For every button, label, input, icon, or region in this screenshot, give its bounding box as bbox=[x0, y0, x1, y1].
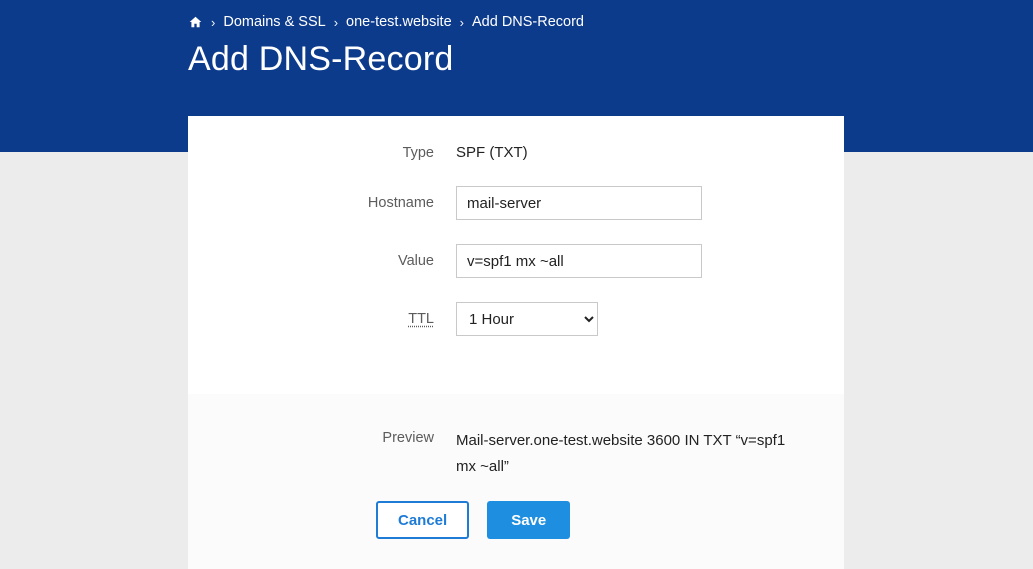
chevron-right-icon: › bbox=[211, 15, 215, 30]
value-input[interactable] bbox=[456, 244, 702, 278]
form-area: Type SPF (TXT) Hostname Value TTL 1 Hour bbox=[188, 116, 844, 336]
chevron-right-icon: › bbox=[460, 15, 464, 30]
row-preview: Preview Mail-server.one-test.website 360… bbox=[188, 428, 844, 479]
breadcrumb-domain-name[interactable]: one-test.website bbox=[346, 14, 452, 30]
breadcrumb-domains-ssl[interactable]: Domains & SSL bbox=[223, 14, 325, 30]
label-type: Type bbox=[188, 145, 456, 161]
button-row: Cancel Save bbox=[188, 501, 844, 539]
cancel-button[interactable]: Cancel bbox=[376, 501, 469, 539]
page-title: Add DNS-Record bbox=[188, 40, 1033, 79]
chevron-right-icon: › bbox=[334, 15, 338, 30]
home-icon[interactable] bbox=[188, 15, 203, 29]
form-card: Type SPF (TXT) Hostname Value TTL 1 Hour bbox=[188, 116, 844, 569]
label-value: Value bbox=[188, 253, 456, 269]
hostname-input[interactable] bbox=[456, 186, 702, 220]
row-value: Value bbox=[188, 244, 844, 278]
preview-section: Preview Mail-server.one-test.website 360… bbox=[188, 394, 844, 569]
row-hostname: Hostname bbox=[188, 186, 844, 220]
label-preview: Preview bbox=[188, 428, 456, 479]
breadcrumb: › Domains & SSL › one-test.website › Add… bbox=[188, 14, 1033, 30]
value-type: SPF (TXT) bbox=[456, 144, 528, 161]
row-type: Type SPF (TXT) bbox=[188, 144, 844, 162]
row-ttl: TTL 1 Hour bbox=[188, 302, 844, 336]
save-button[interactable]: Save bbox=[487, 501, 570, 539]
label-hostname: Hostname bbox=[188, 195, 456, 211]
breadcrumb-current: Add DNS-Record bbox=[472, 14, 584, 30]
label-ttl: TTL bbox=[188, 311, 456, 327]
preview-text: Mail-server.one-test.website 3600 IN TXT… bbox=[456, 428, 786, 479]
ttl-select[interactable]: 1 Hour bbox=[456, 302, 598, 336]
